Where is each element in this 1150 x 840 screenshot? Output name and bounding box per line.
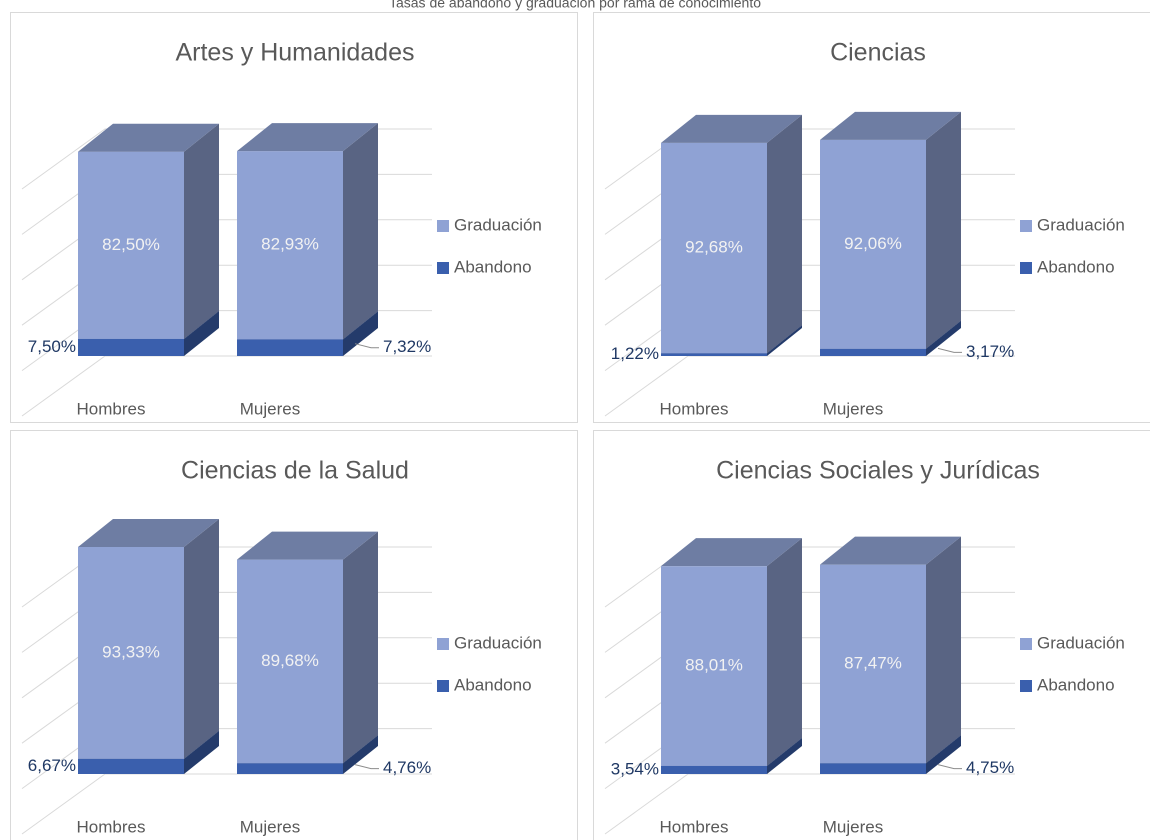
bar-top	[820, 111, 961, 140]
bar-segment	[820, 564, 926, 764]
data-label: 3,54%	[611, 759, 659, 778]
bar-segment	[237, 151, 343, 340]
legend-swatch	[1020, 638, 1032, 650]
chart-panel: Ciencias 1,22% 92,68% Hombres 3,17% 92,06% Muj…	[593, 12, 1150, 423]
data-label: 6,67%	[28, 756, 76, 775]
bar-segment	[820, 348, 926, 356]
x-tick-label: Hombres	[77, 817, 146, 836]
bar-side	[767, 325, 802, 356]
bar-segment	[237, 339, 343, 356]
bar-segment	[237, 763, 343, 774]
x-tick-label: Mujeres	[240, 817, 300, 836]
chart-panel: Ciencias de la Salud 6,67% 93,33% Hombres 4,…	[10, 430, 578, 840]
bar-segment	[661, 142, 767, 354]
bar-segment	[78, 547, 184, 759]
bar-side	[343, 735, 378, 774]
bar-side	[767, 737, 802, 774]
bar-segment	[820, 763, 926, 774]
legend-swatch	[437, 680, 449, 692]
data-label: 89,68%	[261, 651, 319, 670]
x-tick-label: Hombres	[77, 399, 146, 418]
bar-top	[661, 538, 802, 567]
bar-side	[926, 111, 961, 349]
bar-top	[237, 123, 378, 152]
bar-segment	[661, 566, 767, 766]
legend-swatch	[437, 220, 449, 232]
page-title: Tasas de abandono y graduación por rama …	[389, 0, 761, 11]
leader-line	[937, 764, 962, 770]
bar-side	[926, 735, 961, 774]
data-label: 1,22%	[611, 344, 659, 363]
bar-segment	[78, 338, 184, 356]
bar-top	[237, 531, 378, 560]
data-label: 4,76%	[383, 758, 431, 777]
legend-label: Abandono	[454, 257, 532, 276]
leader-line	[937, 347, 962, 353]
legend-label: Abandono	[1037, 675, 1115, 694]
legend-swatch	[1020, 220, 1032, 232]
data-label: 88,01%	[685, 656, 743, 675]
leader-line	[354, 343, 379, 349]
legend-swatch	[1020, 680, 1032, 692]
x-tick-label: Mujeres	[823, 817, 883, 836]
chart-title: Ciencias Sociales y Jurídicas	[716, 457, 1040, 485]
bar-segment	[820, 139, 926, 349]
x-tick-label: Mujeres	[823, 399, 883, 418]
bar-top	[78, 519, 219, 547]
data-label: 4,75%	[966, 758, 1014, 777]
legend-label: Graduación	[1037, 215, 1125, 234]
bar-side	[767, 114, 802, 354]
data-label: 82,50%	[102, 235, 160, 254]
x-tick-label: Hombres	[660, 399, 729, 418]
bar-side	[184, 123, 219, 339]
bar-side	[343, 311, 378, 356]
legend-swatch	[1020, 262, 1032, 274]
bar-segment	[78, 758, 184, 774]
bar-top	[661, 114, 802, 143]
bar-side	[343, 123, 378, 340]
chart-panel: Artes y Humanidades 7,50% 82,50% Hombres 7,3…	[10, 12, 578, 423]
bar-side	[926, 320, 961, 356]
bar-segment	[661, 765, 767, 774]
x-tick-label: Hombres	[660, 817, 729, 836]
legend-label: Abandono	[1037, 257, 1115, 276]
bar-side	[184, 730, 219, 774]
legend-swatch	[437, 262, 449, 274]
bar-side	[767, 538, 802, 766]
data-label: 7,50%	[28, 337, 76, 356]
bar-top	[78, 123, 219, 152]
legend-label: Abandono	[454, 675, 532, 694]
data-label: 87,47%	[844, 653, 902, 672]
legend-label: Graduación	[1037, 633, 1125, 652]
chart-title: Artes y Humanidades	[175, 39, 414, 67]
bar-top	[820, 536, 961, 565]
bar-side	[184, 310, 219, 356]
bar-segment	[237, 559, 343, 764]
data-label: 7,32%	[383, 337, 431, 356]
chart-title: Ciencias	[830, 39, 926, 67]
chart-panel: Ciencias Sociales y Jurídicas 3,54% 88,01%…	[593, 430, 1150, 840]
bar-segment	[661, 353, 767, 356]
bar-side	[343, 531, 378, 764]
legend-label: Graduación	[454, 633, 542, 652]
legend-label: Graduación	[454, 215, 542, 234]
bar-segment	[78, 151, 184, 339]
chart-title: Ciencias de la Salud	[181, 457, 409, 485]
data-label: 92,68%	[685, 238, 743, 257]
legend-swatch	[437, 638, 449, 650]
data-label: 3,17%	[966, 342, 1014, 361]
data-label: 93,33%	[102, 642, 160, 661]
bar-side	[926, 536, 961, 764]
bar-side	[184, 519, 219, 759]
x-tick-label: Mujeres	[240, 399, 300, 418]
leader-line	[354, 764, 379, 770]
data-label: 92,06%	[844, 234, 902, 253]
data-label: 82,93%	[261, 235, 319, 254]
